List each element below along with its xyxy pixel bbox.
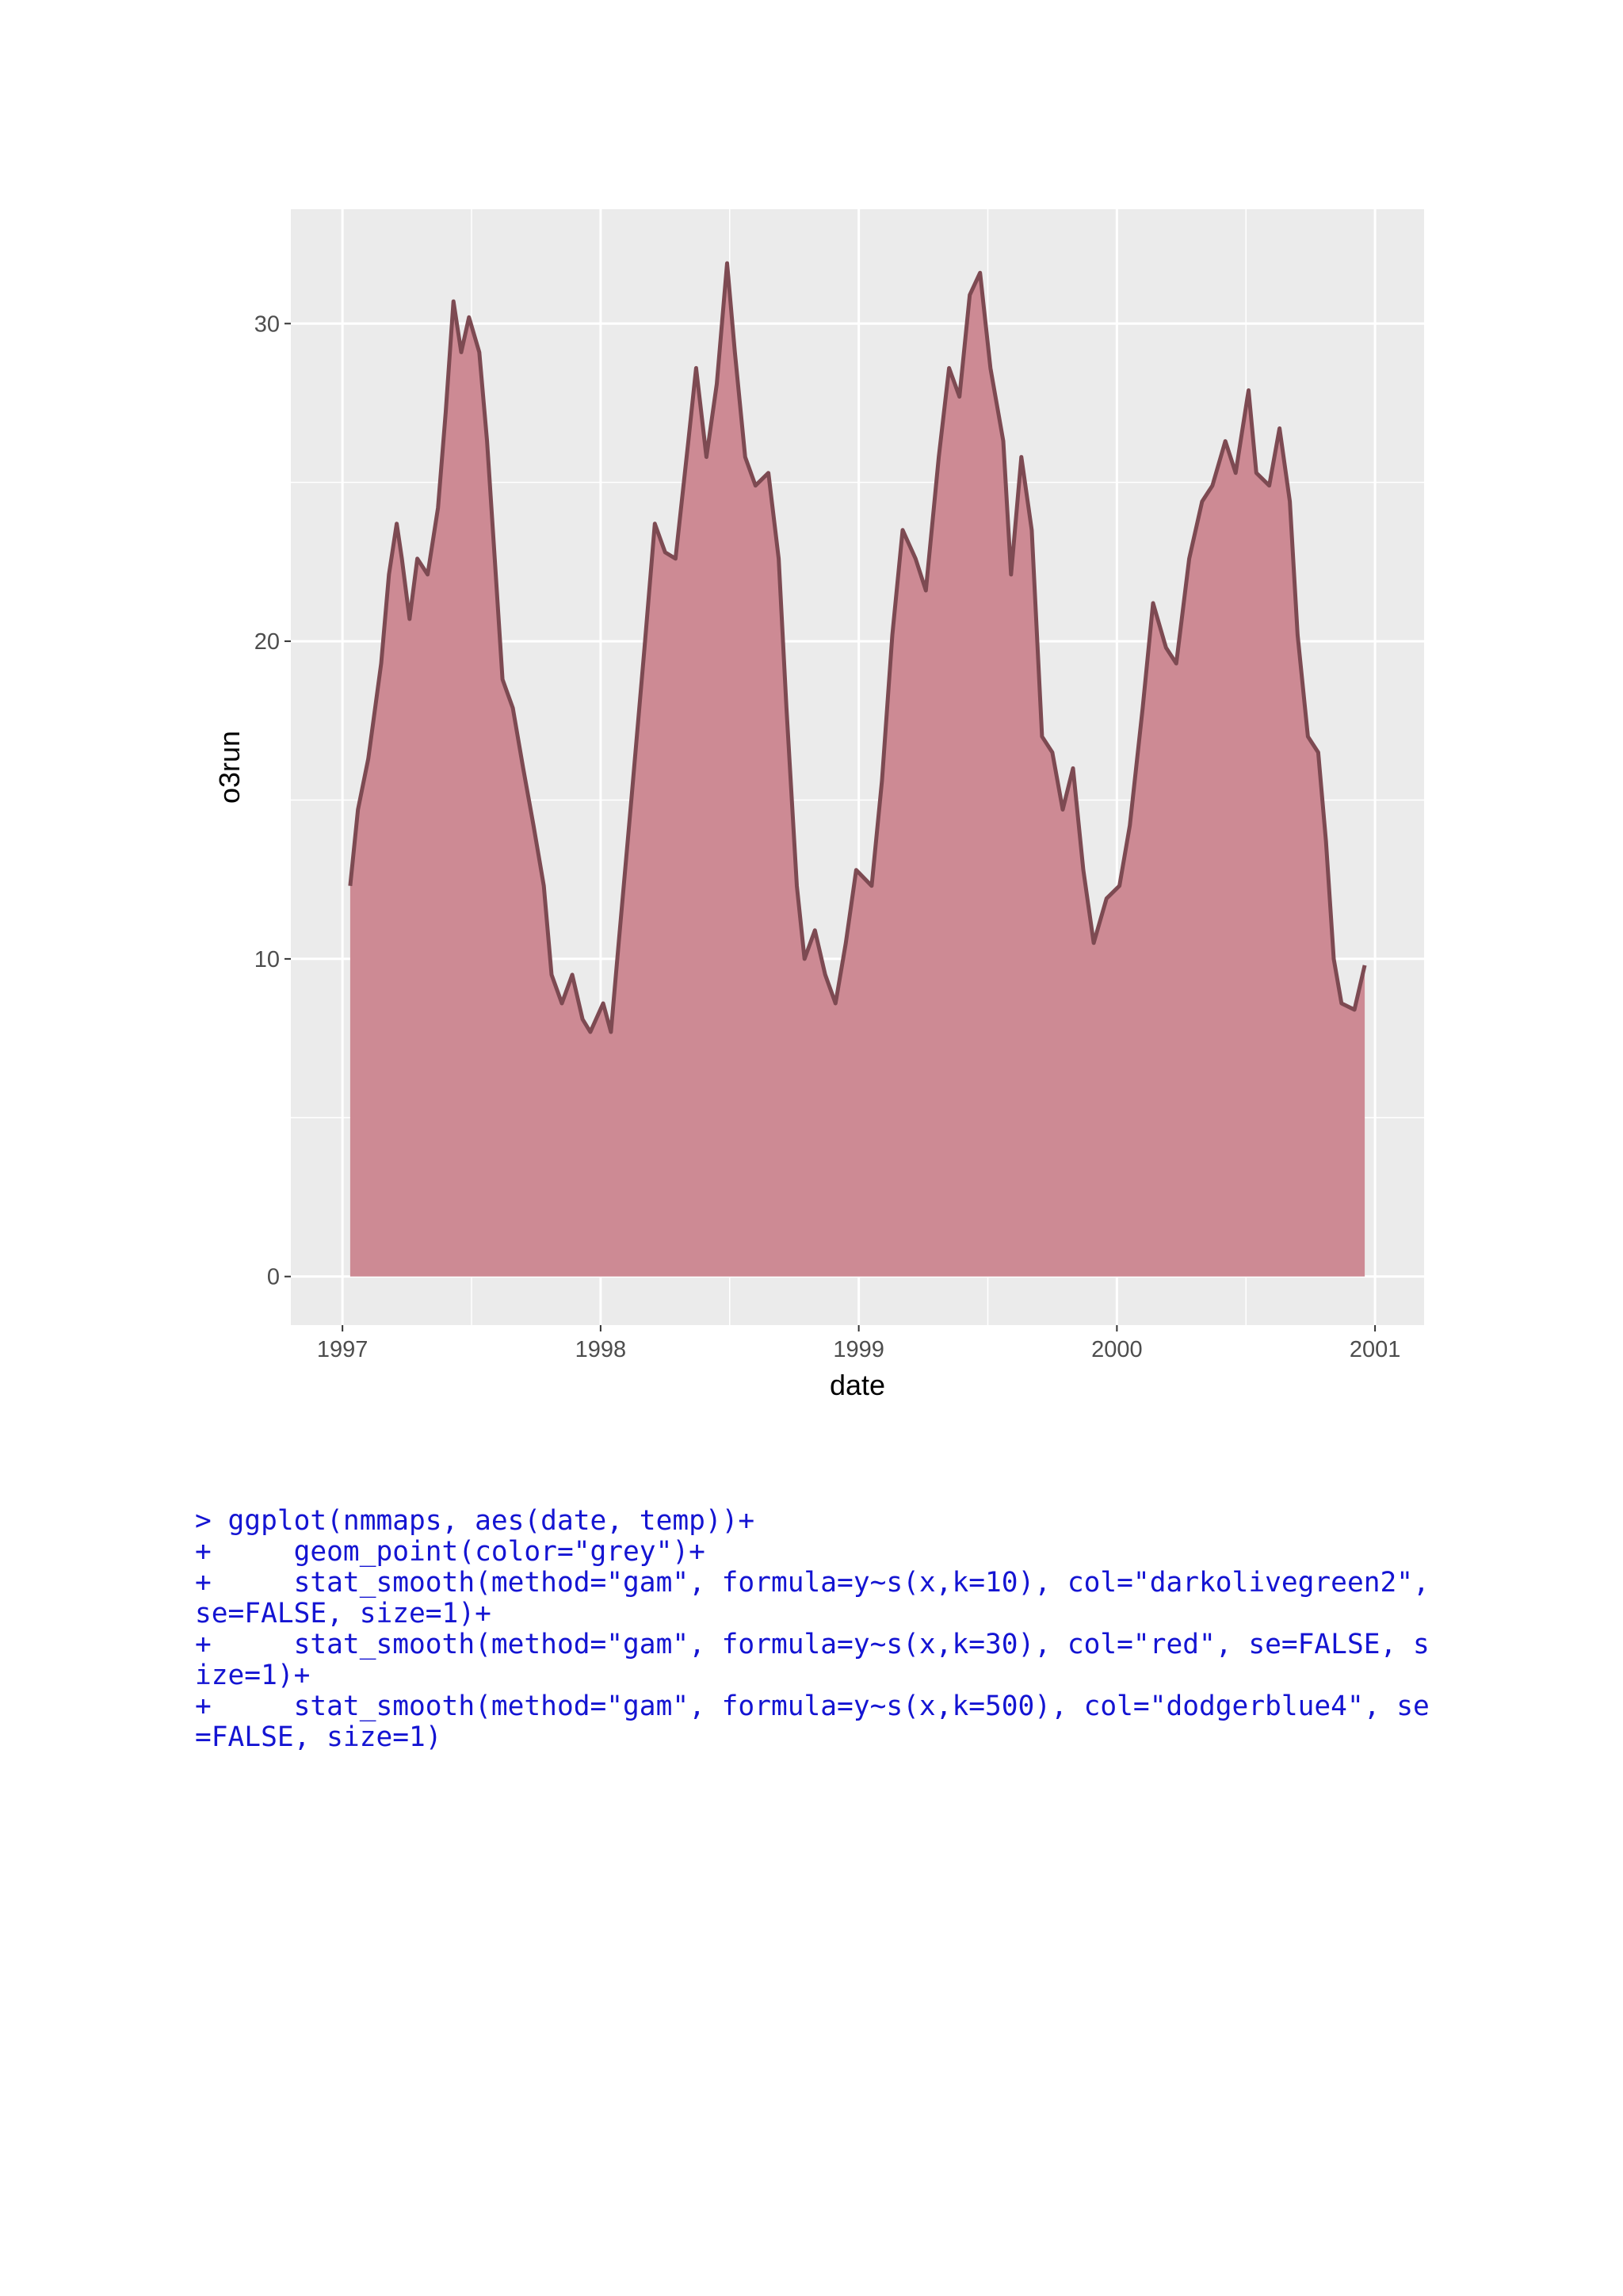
y-tick-label: 10 bbox=[254, 947, 280, 972]
x-tick-label: 2000 bbox=[1091, 1337, 1143, 1362]
code-line: > ggplot(nmmaps, aes(date, temp))+ bbox=[195, 1505, 755, 1537]
code-line: + stat_smooth(method="gam", formula=y~s(… bbox=[195, 1690, 1430, 1722]
code-line: + stat_smooth(method="gam", formula=y~s(… bbox=[195, 1567, 1430, 1599]
x-axis-title: date bbox=[830, 1369, 885, 1401]
code-block: > ggplot(nmmaps, aes(date, temp))+ + geom… bbox=[195, 1506, 1430, 1753]
code-line: + stat_smooth(method="gam", formula=y~s(… bbox=[195, 1629, 1430, 1660]
y-tick-label: 0 bbox=[267, 1265, 280, 1290]
y-axis-title: o3run bbox=[213, 731, 246, 804]
code-line: se=FALSE, size=1)+ bbox=[195, 1598, 491, 1629]
x-tick-label: 1998 bbox=[575, 1337, 627, 1362]
code-line: ize=1)+ bbox=[195, 1660, 311, 1691]
y-tick-label: 30 bbox=[254, 311, 280, 337]
x-tick-label: 1997 bbox=[317, 1337, 369, 1362]
area bbox=[349, 263, 1365, 1277]
code-line: + geom_point(color="grey")+ bbox=[195, 1536, 705, 1568]
x-tick-label: 2001 bbox=[1350, 1337, 1401, 1362]
y-tick-label: 20 bbox=[254, 629, 280, 655]
x-tick-label: 1999 bbox=[833, 1337, 884, 1362]
chart: date o3run 0 10 20 30 1997 1998 1999 2000 2001 bbox=[213, 209, 1424, 1401]
area-outline bbox=[348, 261, 1367, 1034]
code-line: =FALSE, size=1) bbox=[195, 1721, 442, 1753]
